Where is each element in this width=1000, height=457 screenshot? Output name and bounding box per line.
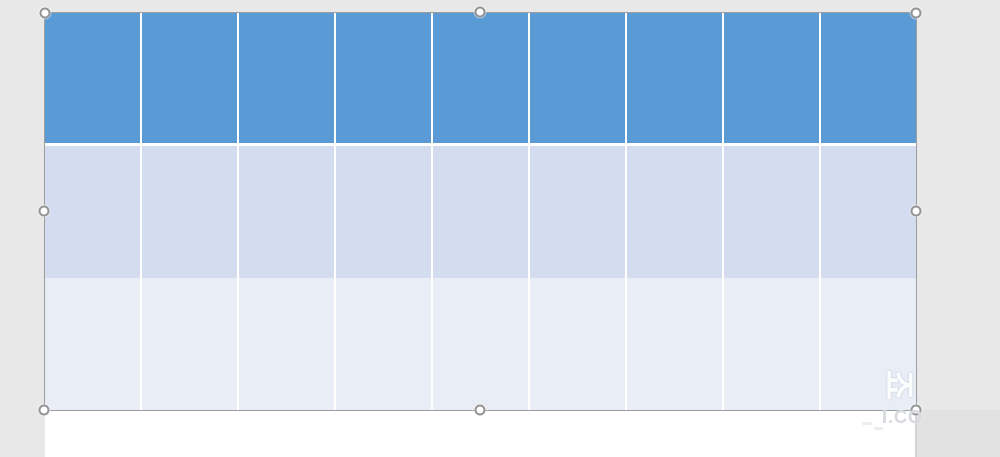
watermark-caption: I.CO (882, 407, 924, 427)
table-cell-r1c9[interactable] (821, 13, 916, 143)
table-cell-r2c4[interactable] (336, 146, 431, 278)
faint-watermark-mark (862, 422, 872, 425)
table-cell-r2c6[interactable] (530, 146, 625, 278)
table-cell-r3c6[interactable] (530, 278, 625, 410)
table-cell-r1c4[interactable] (336, 13, 431, 143)
faint-watermark-mark (874, 427, 883, 430)
table-body-row-2 (45, 278, 916, 410)
selection-handle-middle-left[interactable] (38, 205, 50, 217)
table-cell-r3c4[interactable] (336, 278, 431, 410)
table-cell-r3c3[interactable] (239, 278, 334, 410)
selection-handle-bottom-middle[interactable] (474, 404, 486, 416)
selection-handle-top-middle[interactable] (474, 6, 486, 18)
table-cell-r2c9[interactable] (821, 146, 916, 278)
table-cell-r3c2[interactable] (142, 278, 237, 410)
selection-handle-bottom-left[interactable] (38, 404, 50, 416)
slide-surface (45, 410, 916, 457)
table-cell-r1c5[interactable] (433, 13, 528, 143)
table-cell-r2c7[interactable] (627, 146, 722, 278)
table-cell-r1c8[interactable] (724, 13, 819, 143)
selection-handle-top-left[interactable] (39, 7, 51, 19)
table-cell-r1c6[interactable] (530, 13, 625, 143)
table-cell-r2c8[interactable] (724, 146, 819, 278)
slide-right-edge (915, 410, 917, 457)
table-cell-r2c5[interactable] (433, 146, 528, 278)
table-cell-r2c3[interactable] (239, 146, 334, 278)
table-cell-r3c9[interactable] (821, 278, 916, 410)
table-body-row-1 (45, 146, 916, 278)
table-cell-r3c8[interactable] (724, 278, 819, 410)
table-cell-r3c1[interactable] (45, 278, 140, 410)
table-cell-r1c1[interactable] (45, 13, 140, 143)
table-cell-r3c5[interactable] (433, 278, 528, 410)
selection-handle-top-right[interactable] (910, 7, 922, 19)
slide-right-shadow (917, 410, 1000, 457)
table-cell-r1c2[interactable] (142, 13, 237, 143)
table-cell-r2c1[interactable] (45, 146, 140, 278)
table-cell-r1c3[interactable] (239, 13, 334, 143)
selection-handle-middle-right[interactable] (910, 205, 922, 217)
table[interactable] (44, 12, 917, 411)
table-cell-r3c7[interactable] (627, 278, 722, 410)
selection-handle-bottom-right[interactable] (910, 404, 922, 416)
watermark-glyph: 죠 (880, 369, 917, 401)
table-cell-r1c7[interactable] (627, 13, 722, 143)
table-cell-r2c2[interactable] (142, 146, 237, 278)
table-header-row (45, 13, 916, 143)
